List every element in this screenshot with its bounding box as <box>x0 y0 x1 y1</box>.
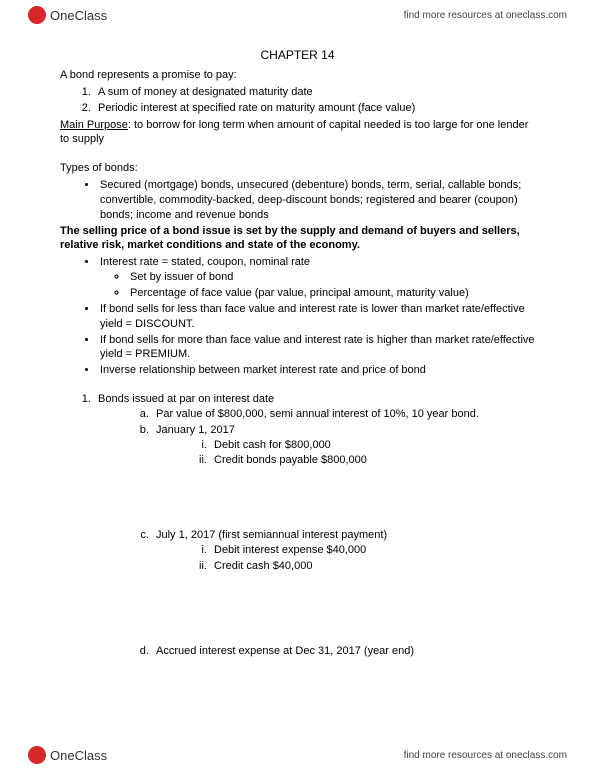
purpose-label: Main Purpose <box>60 119 128 131</box>
discount-line: If bond sells for less than face value a… <box>98 302 535 332</box>
example-heading-text: Bonds issued at par on interest date <box>98 393 274 405</box>
types-bullet: Secured (mortgage) bonds, unsecured (deb… <box>98 178 535 223</box>
rate-sublist: Set by issuer of bond Percentage of face… <box>100 270 535 301</box>
example-c-ii: Credit cash $40,000 <box>210 559 535 574</box>
brand-name-footer: OneClass <box>50 748 107 763</box>
brand-name: OneClass <box>50 8 107 23</box>
example-d: Accrued interest expense at Dec 31, 2017… <box>152 644 535 659</box>
types-list: Secured (mortgage) bonds, unsecured (deb… <box>60 178 535 223</box>
example-b-ii: Credit bonds payable $800,000 <box>210 453 535 468</box>
resources-link-top[interactable]: find more resources at oneclass.com <box>404 10 567 21</box>
selling-price-statement: The selling price of a bond issue is set… <box>60 224 535 254</box>
document-body: CHAPTER 14 A bond represents a promise t… <box>0 30 595 659</box>
purpose-text: : to borrow for long term when amount of… <box>60 119 528 146</box>
example-sublist: Par value of $800,000, semi annual inter… <box>98 407 535 659</box>
rate-line: Interest rate = stated, coupon, nominal … <box>98 255 535 301</box>
types-heading: Types of bonds: <box>60 161 535 176</box>
resources-link-bottom[interactable]: find more resources at oneclass.com <box>404 750 567 761</box>
example-a: Par value of $800,000, semi annual inter… <box>152 407 535 422</box>
inverse-line: Inverse relationship between market inte… <box>98 363 535 378</box>
rate-sub2: Percentage of face value (par value, pri… <box>128 286 535 301</box>
example-b-entries: Debit cash for $800,000 Credit bonds pay… <box>156 438 535 469</box>
example-c: July 1, 2017 (first semiannual interest … <box>152 528 535 574</box>
rate-list: Interest rate = stated, coupon, nominal … <box>60 255 535 378</box>
example-b-i: Debit cash for $800,000 <box>210 438 535 453</box>
main-purpose: Main Purpose: to borrow for long term wh… <box>60 118 535 148</box>
example-c-entries: Debit interest expense $40,000 Credit ca… <box>156 543 535 574</box>
example-b: January 1, 2017 Debit cash for $800,000 … <box>152 423 535 469</box>
rate-line-text: Interest rate = stated, coupon, nominal … <box>100 256 310 268</box>
brand-logo-footer: OneClass <box>28 746 107 764</box>
brand-logo: OneClass <box>28 6 107 24</box>
rate-sub1: Set by issuer of bond <box>128 270 535 285</box>
intro-item-1: A sum of money at designated maturity da… <box>94 85 535 100</box>
page-header: OneClass find more resources at oneclass… <box>0 0 595 30</box>
intro-list: A sum of money at designated maturity da… <box>60 85 535 116</box>
intro-item-2: Periodic interest at specified rate on m… <box>94 101 535 116</box>
intro-lead: A bond represents a promise to pay: <box>60 68 535 83</box>
page-footer: OneClass find more resources at oneclass… <box>0 740 595 770</box>
example-c-text: July 1, 2017 (first semiannual interest … <box>156 529 387 541</box>
example-c-i: Debit interest expense $40,000 <box>210 543 535 558</box>
example-list: Bonds issued at par on interest date Par… <box>60 392 535 659</box>
logo-icon <box>28 6 46 24</box>
logo-icon-footer <box>28 746 46 764</box>
example-heading: Bonds issued at par on interest date Par… <box>94 392 535 659</box>
example-b-text: January 1, 2017 <box>156 424 235 436</box>
chapter-title: CHAPTER 14 <box>60 48 535 62</box>
premium-line: If bond sells for more than face value a… <box>98 333 535 363</box>
